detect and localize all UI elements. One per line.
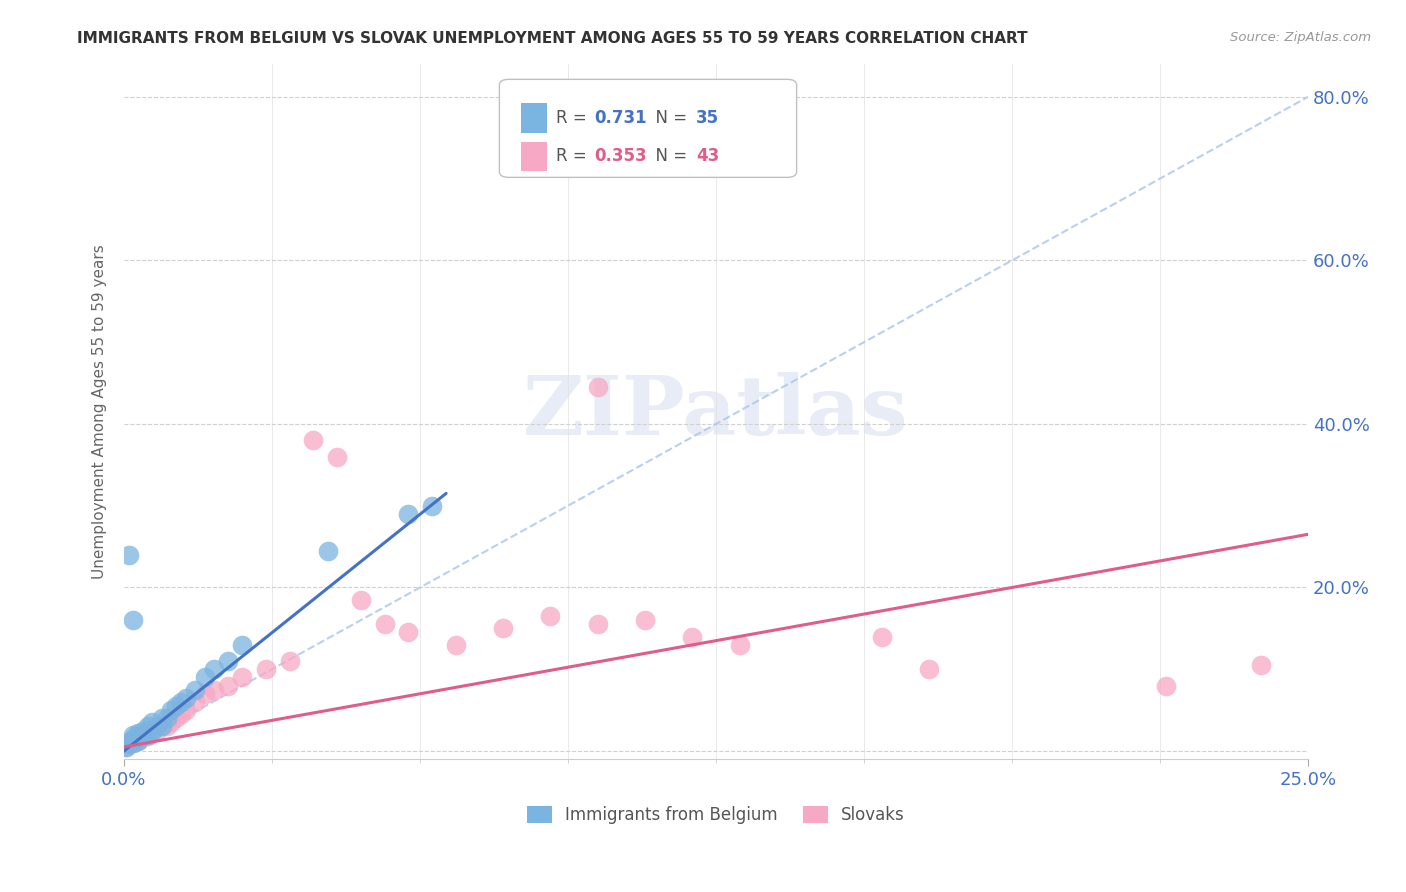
- Point: [122, 736, 145, 750]
- Text: IMMIGRANTS FROM BELGIUM VS SLOVAK UNEMPLOYMENT AMONG AGES 55 TO 59 YEARS CORRELA: IMMIGRANTS FROM BELGIUM VS SLOVAK UNEMPL…: [77, 31, 1028, 46]
- Point: [160, 715, 183, 730]
- Point: [681, 630, 703, 644]
- Point: [184, 682, 207, 697]
- Point: [127, 729, 149, 743]
- Point: [156, 719, 179, 733]
- Y-axis label: Unemployment Among Ages 55 to 59 years: Unemployment Among Ages 55 to 59 years: [93, 244, 107, 579]
- Point: [122, 731, 145, 746]
- Point: [132, 728, 155, 742]
- Point: [326, 450, 349, 464]
- Point: [150, 719, 173, 733]
- Point: [132, 729, 155, 743]
- Point: [136, 723, 159, 738]
- Point: [141, 726, 163, 740]
- Point: [420, 499, 443, 513]
- Point: [118, 736, 141, 750]
- Point: [118, 738, 141, 752]
- Point: [127, 729, 149, 743]
- Point: [174, 690, 197, 705]
- Point: [122, 731, 145, 746]
- Point: [132, 723, 155, 738]
- Point: [165, 699, 187, 714]
- Point: [136, 719, 159, 733]
- Point: [231, 638, 253, 652]
- Point: [127, 726, 149, 740]
- Point: [136, 728, 159, 742]
- Point: [870, 630, 893, 644]
- Text: ZIPatlas: ZIPatlas: [523, 372, 908, 451]
- Text: N =: N =: [645, 147, 692, 165]
- Point: [165, 711, 187, 725]
- Text: R =: R =: [557, 147, 592, 165]
- Point: [918, 662, 941, 676]
- Point: [396, 625, 419, 640]
- Point: [202, 682, 225, 697]
- Text: 0.731: 0.731: [595, 109, 647, 127]
- Point: [538, 609, 561, 624]
- Legend: Immigrants from Belgium, Slovaks: Immigrants from Belgium, Slovaks: [527, 805, 905, 824]
- Point: [1154, 679, 1177, 693]
- Point: [1250, 658, 1272, 673]
- Point: [231, 670, 253, 684]
- Point: [118, 548, 141, 562]
- Point: [150, 711, 173, 725]
- Point: [127, 734, 149, 748]
- Point: [316, 543, 339, 558]
- Point: [141, 715, 163, 730]
- Point: [115, 739, 138, 754]
- Point: [492, 621, 515, 635]
- Point: [444, 638, 467, 652]
- Point: [136, 729, 159, 743]
- Point: [278, 654, 301, 668]
- Point: [217, 654, 239, 668]
- Point: [156, 711, 179, 725]
- Text: 0.353: 0.353: [595, 147, 647, 165]
- Text: N =: N =: [645, 109, 692, 127]
- Point: [184, 695, 207, 709]
- Text: 35: 35: [696, 109, 718, 127]
- Point: [150, 719, 173, 733]
- Point: [120, 734, 142, 748]
- Point: [122, 728, 145, 742]
- Point: [174, 703, 197, 717]
- Text: Source: ZipAtlas.com: Source: ZipAtlas.com: [1230, 31, 1371, 45]
- Point: [120, 734, 142, 748]
- Point: [115, 739, 138, 754]
- Point: [170, 695, 193, 709]
- Point: [217, 679, 239, 693]
- Point: [146, 723, 169, 738]
- Point: [350, 592, 373, 607]
- Point: [122, 613, 145, 627]
- Point: [728, 638, 751, 652]
- Point: [193, 670, 215, 684]
- Point: [141, 723, 163, 738]
- Point: [586, 380, 609, 394]
- Point: [586, 617, 609, 632]
- Point: [160, 703, 183, 717]
- Point: [146, 719, 169, 733]
- Text: R =: R =: [557, 109, 592, 127]
- Point: [170, 707, 193, 722]
- Point: [302, 434, 325, 448]
- Point: [125, 731, 148, 746]
- FancyBboxPatch shape: [520, 142, 547, 170]
- Point: [396, 507, 419, 521]
- Point: [122, 736, 145, 750]
- Point: [118, 738, 141, 752]
- Point: [127, 734, 149, 748]
- Point: [193, 687, 215, 701]
- Point: [634, 613, 657, 627]
- FancyBboxPatch shape: [520, 103, 547, 133]
- Point: [254, 662, 277, 676]
- Point: [202, 662, 225, 676]
- FancyBboxPatch shape: [499, 79, 797, 178]
- Point: [118, 736, 141, 750]
- Point: [373, 617, 395, 632]
- Text: 43: 43: [696, 147, 720, 165]
